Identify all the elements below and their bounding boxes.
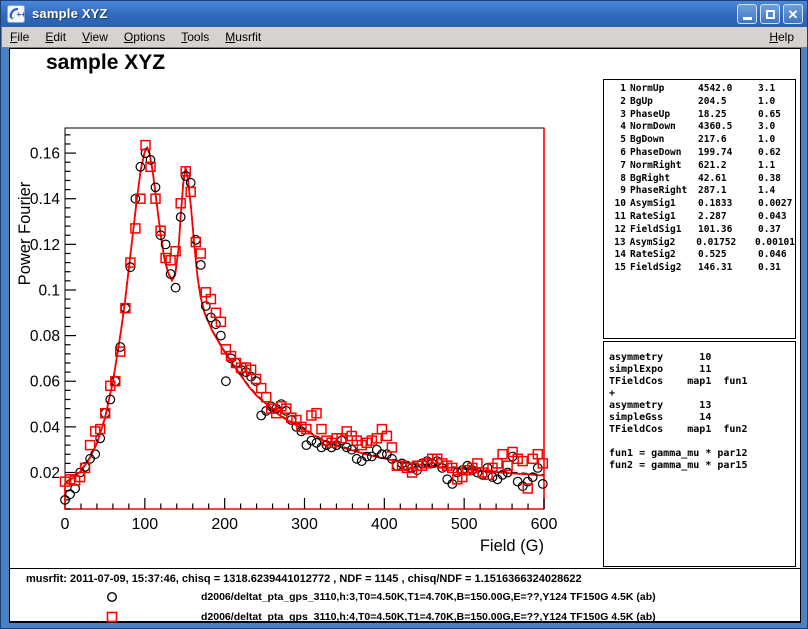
data-point bbox=[192, 236, 201, 245]
data-point bbox=[312, 439, 321, 448]
x-tick-label: 400 bbox=[371, 516, 398, 533]
window-controls: ✕ bbox=[737, 4, 803, 24]
data-point bbox=[171, 283, 180, 292]
y-tick-label: 0.14 bbox=[30, 191, 61, 208]
x-axis-title: Field (G) bbox=[480, 537, 544, 555]
minimize-button[interactable] bbox=[737, 4, 757, 24]
x-tick-label: 200 bbox=[211, 516, 238, 533]
data-point bbox=[307, 436, 316, 445]
data-point bbox=[357, 457, 366, 466]
param-row: 11RateSig12.2870.043 bbox=[606, 211, 795, 224]
parameter-box: 1NormUp4542.03.12BgUp204.51.03PhaseUp18.… bbox=[603, 79, 796, 339]
param-row: 6PhaseDown199.740.62 bbox=[606, 147, 795, 160]
circle-marker-icon bbox=[106, 591, 118, 603]
x-tick-label: 500 bbox=[451, 516, 478, 533]
menubar: FileEditViewOptionsToolsMusrfit Help bbox=[2, 27, 808, 48]
data-point bbox=[373, 445, 382, 454]
minimize-icon bbox=[743, 17, 752, 20]
data-point bbox=[498, 450, 507, 459]
y-tick-label: 0.12 bbox=[30, 237, 60, 254]
legend-panel: musrfit: 2011-07-09, 15:37:46, chisq = 1… bbox=[10, 568, 800, 622]
data-point bbox=[186, 187, 195, 196]
data-point bbox=[513, 477, 522, 486]
theory-text: asymmetry 10 simplExpo 11 TFieldCos map1… bbox=[604, 342, 795, 472]
close-icon: ✕ bbox=[788, 8, 799, 21]
menu-options[interactable]: Options bbox=[116, 28, 173, 46]
data-point bbox=[352, 455, 361, 464]
legend-entry: d2006/deltat_pta_gps_3110,h:4,T0=4.50K,T… bbox=[10, 610, 800, 624]
svg-text:++: ++ bbox=[17, 10, 26, 19]
x-tick-label: 300 bbox=[291, 516, 318, 533]
y-tick-label: 0.08 bbox=[30, 328, 60, 345]
legend-label: d2006/deltat_pta_gps_3110,h:3,T0=4.50K,T… bbox=[201, 591, 656, 603]
menu-file[interactable]: File bbox=[2, 28, 37, 46]
menu-musrfit[interactable]: Musrfit bbox=[217, 28, 269, 46]
param-row: 2BgUp204.51.0 bbox=[606, 96, 795, 109]
param-row: 10AsymSig10.18330.0027 bbox=[606, 198, 795, 211]
titlebar[interactable]: ++ sample XYZ ✕ bbox=[1, 1, 807, 27]
data-point bbox=[493, 475, 502, 484]
data-point bbox=[196, 249, 205, 258]
data-point bbox=[317, 425, 326, 434]
param-row: 14RateSig20.5250.046 bbox=[606, 249, 795, 262]
data-point bbox=[539, 480, 548, 489]
data-point bbox=[257, 411, 266, 420]
y-tick-label: 0.02 bbox=[30, 465, 60, 482]
legend-entry: d2006/deltat_pta_gps_3110,h:3,T0=4.50K,T… bbox=[10, 590, 800, 604]
close-button[interactable]: ✕ bbox=[783, 4, 803, 24]
theory-box: asymmetry 10 simplExpo 11 TFieldCos map1… bbox=[603, 341, 796, 567]
param-row: 8BgRight42.610.38 bbox=[606, 173, 795, 186]
x-tick-label: 100 bbox=[131, 516, 158, 533]
param-row: 12FieldSig1101.360.37 bbox=[606, 224, 795, 237]
menu-tools[interactable]: Tools bbox=[173, 28, 217, 46]
y-tick-label: 0.04 bbox=[30, 419, 61, 436]
y-axis-title: Power Fourier bbox=[16, 181, 34, 285]
maximize-icon bbox=[766, 10, 775, 19]
menu-edit[interactable]: Edit bbox=[37, 28, 74, 46]
application-window: ++ sample XYZ ✕ FileEditViewOptionsTools… bbox=[0, 0, 808, 629]
data-series-squares bbox=[61, 141, 548, 493]
param-row: 13AsymSig20.017520.00101 bbox=[606, 237, 795, 250]
menu-view[interactable]: View bbox=[74, 28, 116, 46]
maximize-button[interactable] bbox=[760, 4, 780, 24]
y-tick-label: 0.16 bbox=[30, 146, 60, 163]
data-point bbox=[222, 377, 231, 386]
app-icon[interactable]: ++ bbox=[7, 5, 25, 23]
menu-help[interactable]: Help bbox=[761, 28, 802, 46]
square-marker-icon bbox=[106, 611, 118, 623]
y-tick-label: 0.06 bbox=[30, 374, 60, 391]
x-tick-label: 0 bbox=[61, 516, 70, 533]
y-tick-label: 0.1 bbox=[38, 282, 60, 299]
root-canvas: sample XYZ 01002003004005006000.020.040.… bbox=[9, 48, 801, 623]
param-row: 3PhaseUp18.250.65 bbox=[606, 109, 795, 122]
param-row: 15FieldSig2146.310.31 bbox=[606, 262, 795, 275]
data-series-circles bbox=[61, 149, 547, 504]
fit-statistics: musrfit: 2011-07-09, 15:37:46, chisq = 1… bbox=[26, 573, 582, 585]
param-row: 9PhaseRight287.11.4 bbox=[606, 185, 795, 198]
param-row: 1NormUp4542.03.1 bbox=[606, 83, 795, 96]
data-point bbox=[443, 475, 452, 484]
param-row: 5BgDown217.61.0 bbox=[606, 134, 795, 147]
x-tick-label: 600 bbox=[531, 516, 558, 533]
fourier-plot: 0 100 200 300 400 500 600 0.02 0.04 0.06 0.08 0.1 0.… bbox=[10, 63, 602, 568]
data-point bbox=[217, 331, 226, 340]
data-point bbox=[216, 317, 225, 326]
plot-frame bbox=[65, 128, 544, 509]
param-row: 4NormDown4360.53.0 bbox=[606, 121, 795, 134]
param-row: 7NormRight621.21.1 bbox=[606, 160, 795, 173]
data-point bbox=[211, 308, 220, 317]
data-point bbox=[302, 441, 311, 450]
data-point bbox=[86, 441, 95, 450]
window-title: sample XYZ bbox=[32, 6, 108, 21]
data-point bbox=[197, 261, 206, 270]
legend-label: d2006/deltat_pta_gps_3110,h:4,T0=4.50K,T… bbox=[201, 611, 656, 623]
